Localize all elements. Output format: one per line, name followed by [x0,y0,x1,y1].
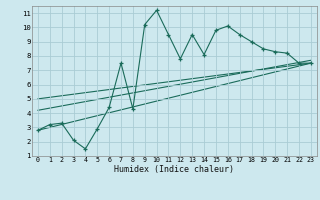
X-axis label: Humidex (Indice chaleur): Humidex (Indice chaleur) [115,165,234,174]
